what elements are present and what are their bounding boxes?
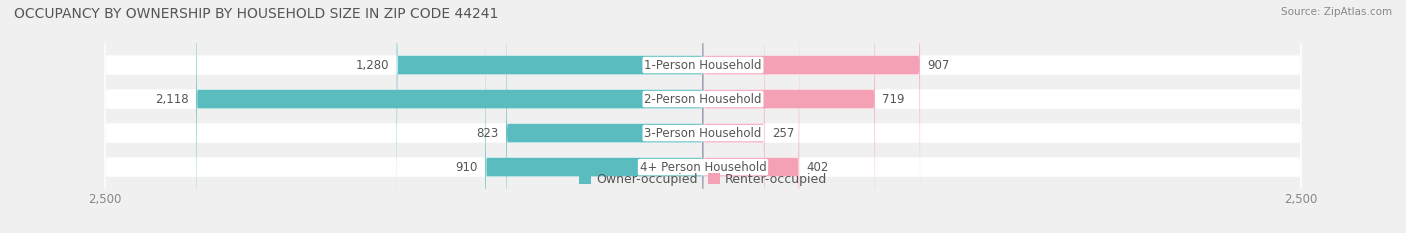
Text: 823: 823: [477, 127, 499, 140]
FancyBboxPatch shape: [396, 0, 703, 233]
Text: 1-Person Household: 1-Person Household: [644, 58, 762, 72]
Text: 910: 910: [456, 161, 478, 174]
FancyBboxPatch shape: [703, 0, 920, 233]
Text: 719: 719: [882, 93, 904, 106]
Text: 402: 402: [807, 161, 828, 174]
FancyBboxPatch shape: [104, 0, 1302, 233]
Text: 2-Person Household: 2-Person Household: [644, 93, 762, 106]
FancyBboxPatch shape: [104, 0, 1302, 233]
FancyBboxPatch shape: [703, 0, 765, 233]
Text: 1,280: 1,280: [356, 58, 389, 72]
Text: 907: 907: [927, 58, 949, 72]
FancyBboxPatch shape: [703, 0, 799, 233]
FancyBboxPatch shape: [104, 0, 1302, 233]
Text: 2,118: 2,118: [155, 93, 188, 106]
Text: Source: ZipAtlas.com: Source: ZipAtlas.com: [1281, 7, 1392, 17]
Legend: Owner-occupied, Renter-occupied: Owner-occupied, Renter-occupied: [579, 173, 827, 186]
FancyBboxPatch shape: [506, 0, 703, 233]
FancyBboxPatch shape: [703, 0, 875, 233]
Text: 4+ Person Household: 4+ Person Household: [640, 161, 766, 174]
Text: OCCUPANCY BY OWNERSHIP BY HOUSEHOLD SIZE IN ZIP CODE 44241: OCCUPANCY BY OWNERSHIP BY HOUSEHOLD SIZE…: [14, 7, 499, 21]
FancyBboxPatch shape: [104, 0, 1302, 233]
FancyBboxPatch shape: [197, 0, 703, 233]
Text: 257: 257: [772, 127, 794, 140]
Text: 3-Person Household: 3-Person Household: [644, 127, 762, 140]
FancyBboxPatch shape: [485, 0, 703, 233]
